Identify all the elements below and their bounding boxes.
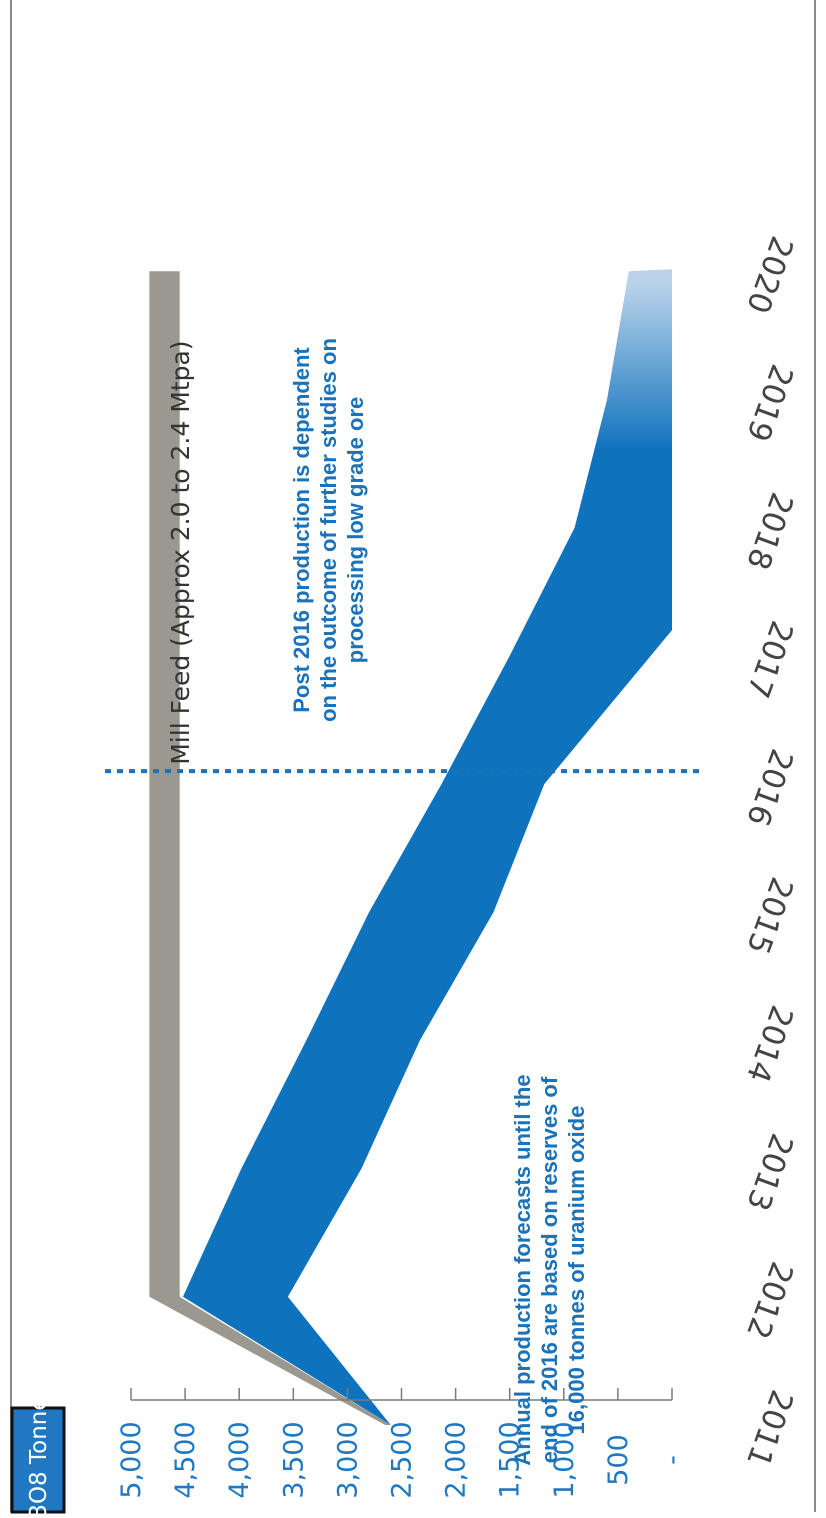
value-tick-label: 2,500	[387, 1421, 418, 1498]
value-tick-label: 4,000	[224, 1421, 255, 1498]
post_note-line: processing low grade ore	[343, 397, 368, 664]
value-tick-label: 3,500	[278, 1421, 309, 1498]
year-label: 2015	[739, 872, 800, 958]
post_note-line: on the outcome of further studies on	[316, 338, 341, 722]
ylabel-box	[10, 1406, 66, 1514]
ylabel-text: U3O8 Tonnes	[26, 1384, 52, 1518]
year-label: 2019	[739, 360, 800, 446]
production-forecast-band	[182, 269, 672, 1426]
value-tick-label: 1,500	[495, 1421, 526, 1498]
year-label: 2014	[739, 1001, 800, 1087]
value-tick-label: 3,000	[332, 1421, 363, 1498]
year-label: 2012	[739, 1257, 800, 1343]
year-label: 2018	[739, 488, 800, 574]
mill-feed-label: Mill Feed (Approx 2.0 to 2.4 Mtpa)	[166, 340, 195, 764]
value-tick-label: 5,000	[116, 1421, 147, 1498]
value-tick-label: 500	[603, 1434, 634, 1486]
year-label: 2016	[739, 744, 800, 830]
year-label: 2011	[739, 1385, 800, 1471]
forecast_note-line: Annual production forecasts until the	[510, 1074, 535, 1465]
chart-frame	[10, 0, 816, 1512]
year-label: 2020	[739, 231, 800, 317]
value-tick-label: 2,000	[441, 1421, 472, 1498]
value-tick-label: -	[657, 1455, 688, 1465]
post_note-line: Post 2016 production is dependent	[289, 347, 314, 713]
year-label: 2017	[739, 616, 800, 702]
value-tick-label: 1,000	[549, 1421, 580, 1498]
year-label: 2013	[739, 1129, 800, 1215]
forecast_note-line: end of 2016 are based on reserves of	[537, 1076, 562, 1463]
mill-feed-band	[149, 271, 391, 1426]
forecast_note-line: 16,000 tonnes of uranium oxide	[564, 1106, 589, 1435]
value-tick-label: 4,500	[170, 1421, 201, 1498]
